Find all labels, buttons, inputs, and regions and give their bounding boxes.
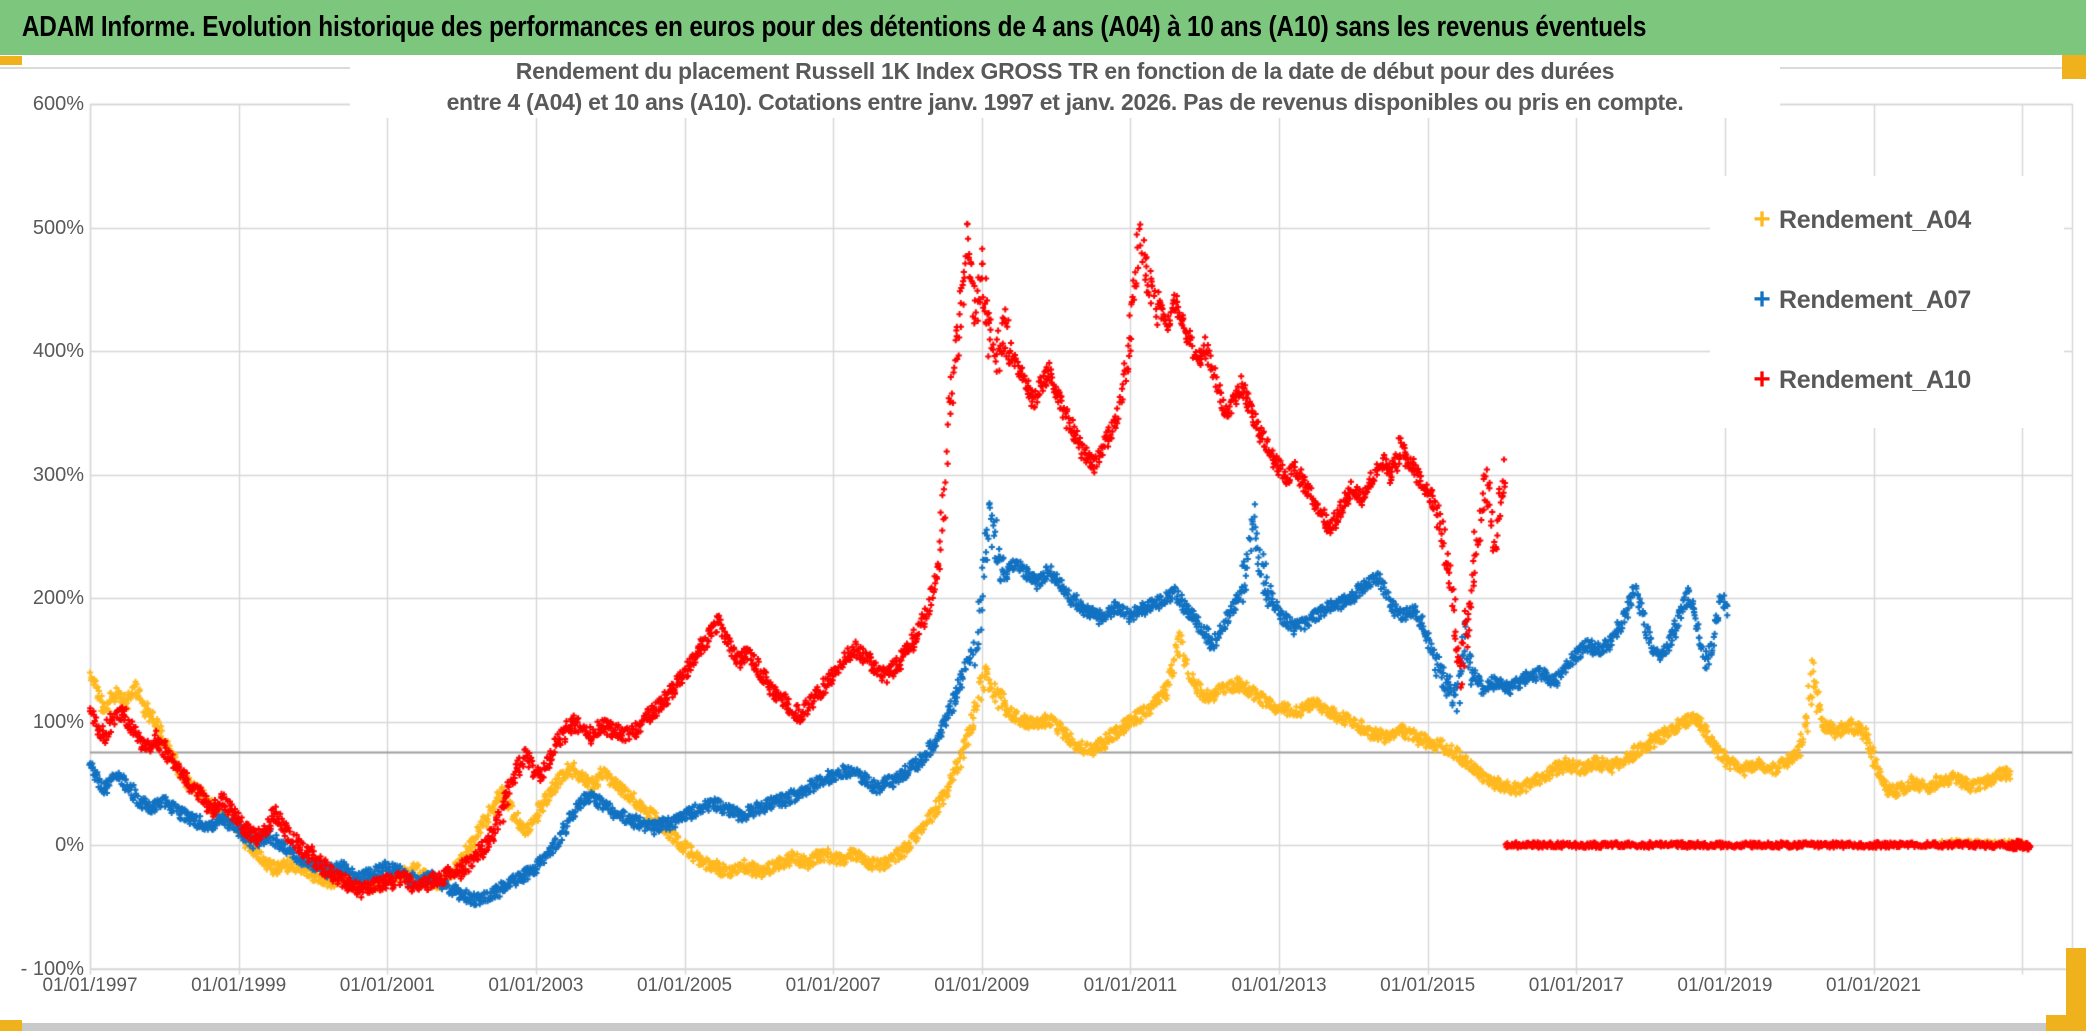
chart-title-line2: entre 4 (A04) et 10 ans (A10). Cotations… [446, 89, 1684, 115]
x-tick-label: 01/01/2011 [1083, 975, 1178, 996]
legend-plus-marker-icon: + [1753, 203, 1771, 236]
legend-item-rendement_a04[interactable]: + Rendement_A04 [1745, 203, 1971, 237]
y-tick-label: 300% [32, 463, 84, 486]
frame-accent-top-left [0, 56, 22, 65]
y-tick-label: 0% [55, 834, 84, 856]
x-tick-label: 01/01/2015 [1380, 975, 1476, 996]
page-title: ADAM Informe. Evolution historique des p… [21, 11, 1647, 43]
bottom-sill [22, 1023, 2046, 1031]
chart-title-line1: Rendement du placement Russell 1K Index … [515, 58, 1615, 84]
legend-label: Rendement_A04 [1779, 205, 1971, 234]
x-tick-label: 01/01/2007 [785, 975, 881, 996]
chart-title: Rendement du placement Russell 1K Index … [350, 56, 1780, 118]
x-tick-label: 01/01/2021 [1826, 975, 1922, 996]
x-tick-label: 01/01/2001 [339, 975, 435, 996]
frame-accent-bottom-right [2046, 1015, 2086, 1031]
y-tick-label: 500% [32, 216, 84, 239]
legend-label: Rendement_A10 [1779, 365, 1971, 394]
legend-background [1710, 176, 2064, 428]
legend-plus-marker-icon: + [1753, 363, 1771, 396]
x-tick-label: 01/01/2013 [1231, 975, 1327, 996]
legend-item-rendement_a10[interactable]: + Rendement_A10 [1745, 363, 1971, 397]
x-tick-label: 01/01/1997 [42, 975, 138, 996]
legend-item-rendement_a07[interactable]: + Rendement_A07 [1745, 283, 1971, 317]
window-title-bar: ADAM Informe. Evolution historique des p… [0, 0, 2086, 55]
x-tick-label: 01/01/2005 [636, 975, 733, 996]
x-tick-label: 01/01/1999 [191, 975, 287, 996]
x-tick-label: 01/01/2009 [934, 975, 1030, 996]
y-tick-label: 200% [32, 587, 84, 609]
frame-accent-right [2066, 948, 2086, 1031]
y-tick-label: 400% [32, 340, 84, 362]
frame-accent-top-right [2062, 55, 2086, 79]
x-tick-label: 01/01/2017 [1528, 975, 1624, 996]
legend-plus-marker-icon: + [1753, 283, 1771, 316]
x-tick-label: 01/01/2019 [1677, 975, 1773, 996]
frame-accent-bottom-left [0, 1020, 22, 1031]
y-tick-label: - 100% [20, 957, 84, 980]
legend-label: Rendement_A07 [1779, 285, 1971, 314]
y-tick-label: 100% [32, 710, 84, 733]
x-tick-label: 01/01/2003 [488, 975, 584, 996]
y-tick-label: 600% [32, 93, 84, 115]
